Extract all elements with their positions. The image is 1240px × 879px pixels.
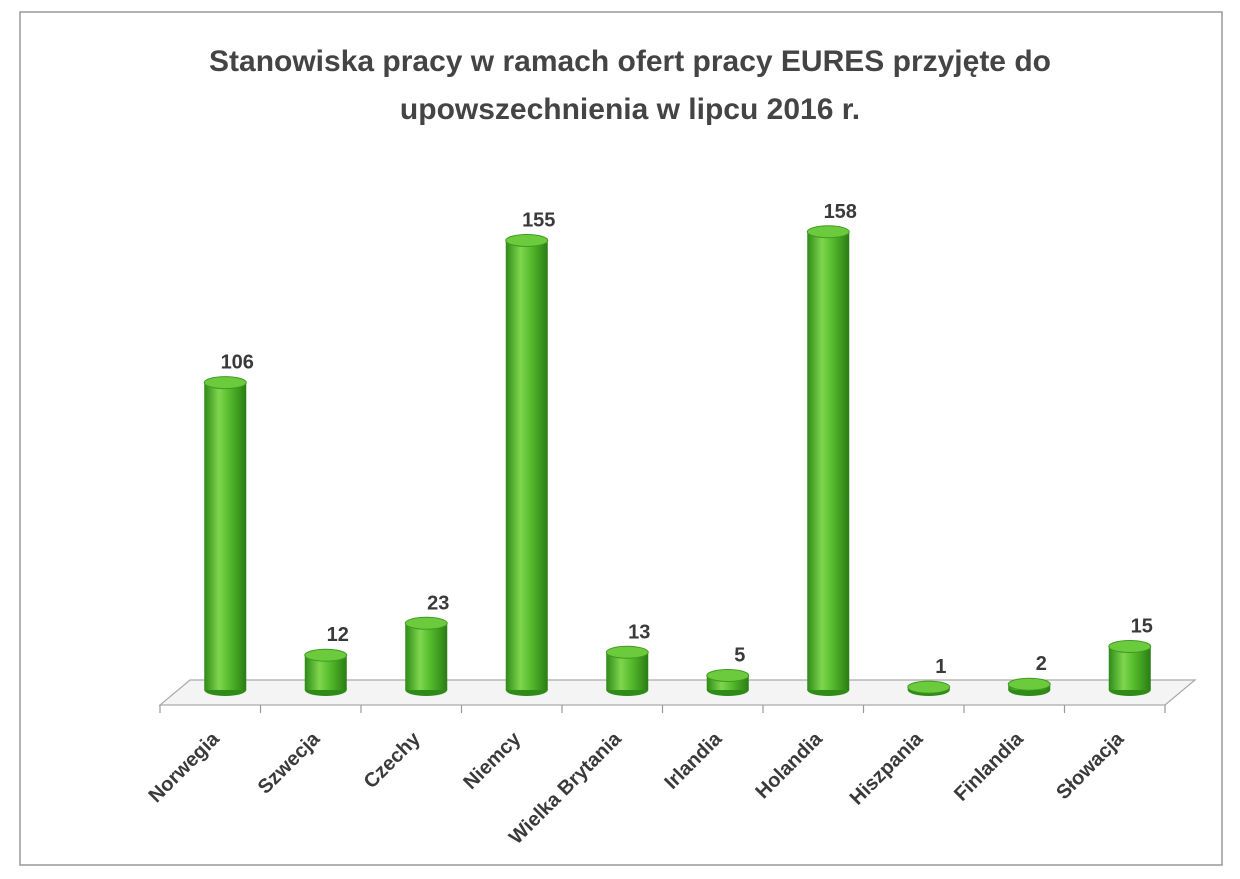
bar-top (1007, 677, 1051, 691)
data-label: 2 (1036, 653, 1047, 675)
data-label: 5 (734, 645, 745, 667)
data-label: 13 (628, 621, 650, 643)
bar-top (505, 234, 549, 247)
data-label: 23 (427, 592, 449, 614)
bar (1108, 646, 1151, 690)
chart-title: Stanowiska pracy w ramach ofert pracy EU… (209, 45, 1051, 126)
data-label: 158 (824, 201, 857, 223)
bar (204, 382, 247, 690)
bar-top (907, 680, 951, 694)
data-label: 1 (935, 656, 946, 678)
bar (807, 231, 850, 691)
bar-top (1108, 640, 1152, 653)
bar (405, 623, 448, 690)
bar-top (304, 648, 348, 662)
bar-top (404, 616, 448, 630)
data-label: 12 (327, 624, 349, 646)
data-label: 106 (221, 352, 254, 374)
data-label: 155 (522, 210, 555, 232)
bar-top (203, 376, 247, 390)
data-label: 15 (1131, 616, 1153, 638)
bar-top (806, 225, 850, 239)
bar-top (706, 669, 750, 682)
bar (505, 240, 548, 690)
bar-top (605, 645, 649, 659)
